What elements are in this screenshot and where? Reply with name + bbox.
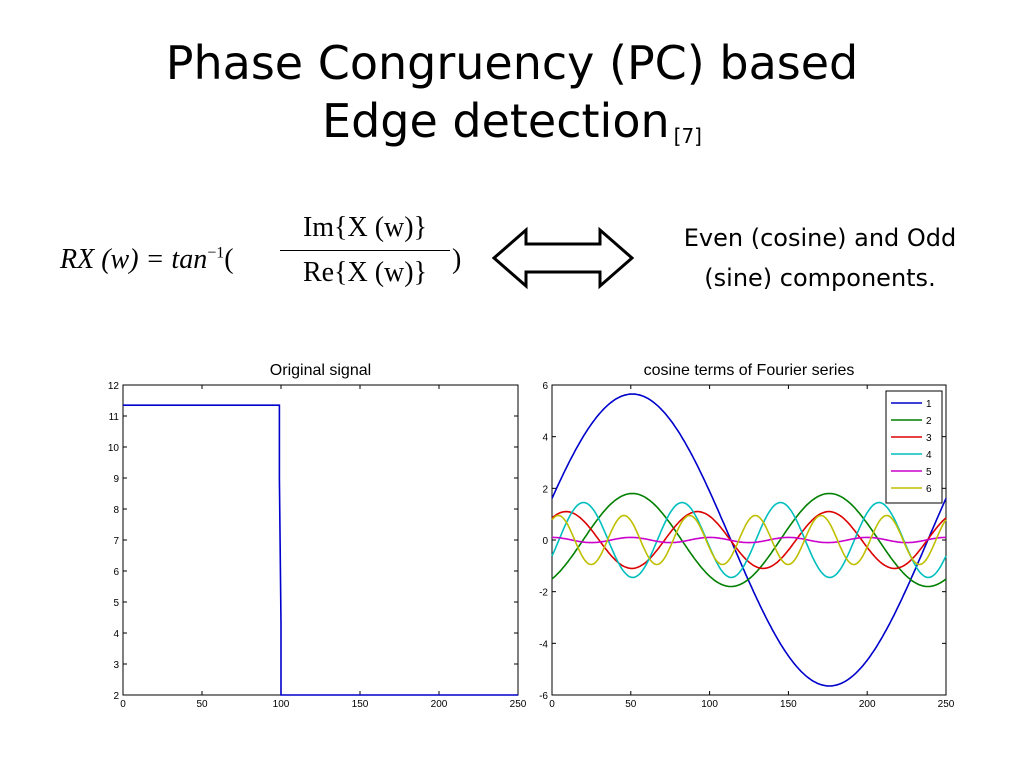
- orig-ytick-label: 5: [113, 598, 119, 609]
- cos-legend-label: 5: [926, 467, 932, 478]
- cosine-terms-chart: cosine terms of Fourier series 0 50 100 150 2…: [520, 352, 970, 714]
- cos-series-line-2: [551, 492, 947, 588]
- orig-ytick-label: 2: [113, 691, 119, 702]
- cos-legend-label: 3: [926, 433, 932, 444]
- orig-ytick-label: 12: [108, 381, 120, 392]
- cos-legend-label: 4: [926, 450, 932, 461]
- orig-axes-box: [122, 384, 519, 696]
- orig-xtick-label: 0: [120, 699, 126, 710]
- formula-lhs: RX (w) = tan−1(: [60, 244, 234, 276]
- cos-ytick-label: -2: [539, 588, 548, 599]
- orig-xtick-label: 150: [352, 699, 369, 710]
- fraction-bar: [280, 250, 450, 251]
- cos-ytick-label: -6: [539, 691, 548, 702]
- cos-xtick-label: 100: [701, 699, 718, 710]
- cos-xtick-label: 0: [549, 699, 555, 710]
- orig-ytick-label: 3: [113, 660, 119, 671]
- orig-series-line-1: [123, 404, 518, 696]
- cos-series-line-4: [551, 501, 947, 579]
- cos-legend-label: 1: [926, 399, 932, 410]
- cos-xtick-label: 250: [938, 699, 955, 710]
- orig-title: Original signal: [270, 362, 371, 379]
- components-description: Even (cosine) and Odd (sine) components.: [640, 218, 1000, 298]
- cos-xtick-label: 150: [780, 699, 797, 710]
- cos-legend-label: 6: [926, 484, 932, 495]
- formula-denominator: Re{X (w)}: [302, 257, 428, 288]
- title-line-2: Edge detection [7]: [0, 92, 1024, 165]
- description-line-2: (sine) components.: [704, 264, 936, 292]
- orig-xtick-label: 250: [510, 699, 527, 710]
- cos-ytick-label: 6: [542, 381, 548, 392]
- orig-ytick-label: 4: [113, 629, 119, 640]
- cos-legend-label: 2: [926, 416, 932, 427]
- cos-series-line-5: [552, 536, 946, 544]
- formula-close-paren: ): [452, 244, 462, 275]
- cos-series-line-6: [551, 514, 947, 566]
- phase-formula: RX (w) = tan−1( Im{X (w)} Re{X (w)} ): [60, 204, 480, 314]
- cos-ytick-label: 0: [542, 536, 548, 547]
- formula-lhs-text: RX (w) = tan: [60, 244, 208, 275]
- cos-title: cosine terms of Fourier series: [644, 362, 855, 379]
- orig-ytick-label: 7: [113, 536, 119, 547]
- cos-ytick-label: 4: [542, 433, 548, 444]
- orig-ytick-label: 9: [113, 474, 119, 485]
- cos-ytick-label: -4: [539, 639, 548, 650]
- cos-legend: [885, 390, 943, 504]
- cos-ytick-label: 2: [542, 484, 548, 495]
- orig-ytick-label: 10: [108, 443, 120, 454]
- cos-series-line-1: [551, 393, 947, 687]
- orig-xtick-label: 50: [196, 699, 208, 710]
- title-line-1: Phase Congruency (PC) based: [165, 36, 859, 90]
- original-signal-chart: Original signal 0 50 100 150 200 250 2 3 4 5 6 7 8 9 10…: [88, 352, 528, 714]
- formula-fraction: Im{X (w)} Re{X (w)}: [280, 208, 450, 293]
- cos-xtick-label: 200: [859, 699, 876, 710]
- slide-title: Phase Congruency (PC) based Edge detecti…: [0, 34, 1024, 165]
- original-signal-svg: Original signal 0 50 100 150 200 250 2 3 4 5 6 7 8 9 10…: [108, 362, 527, 710]
- reference-marker: [7]: [673, 124, 702, 148]
- formula-numerator: Im{X (w)}: [302, 212, 428, 243]
- formula-open-paren: (: [224, 244, 234, 275]
- cos-xtick-label: 50: [625, 699, 637, 710]
- title-line-2-text: Edge detection: [322, 94, 670, 148]
- formula-exponent: −1: [207, 244, 225, 262]
- orig-xtick-label: 200: [431, 699, 448, 710]
- orig-ytick-label: 6: [113, 567, 119, 578]
- orig-ytick-label: 8: [113, 505, 119, 516]
- orig-ytick-label: 11: [109, 412, 120, 423]
- double-arrow-icon: [491, 226, 635, 295]
- description-line-1: Even (cosine) and Odd: [683, 224, 957, 252]
- orig-xtick-label: 100: [273, 699, 290, 710]
